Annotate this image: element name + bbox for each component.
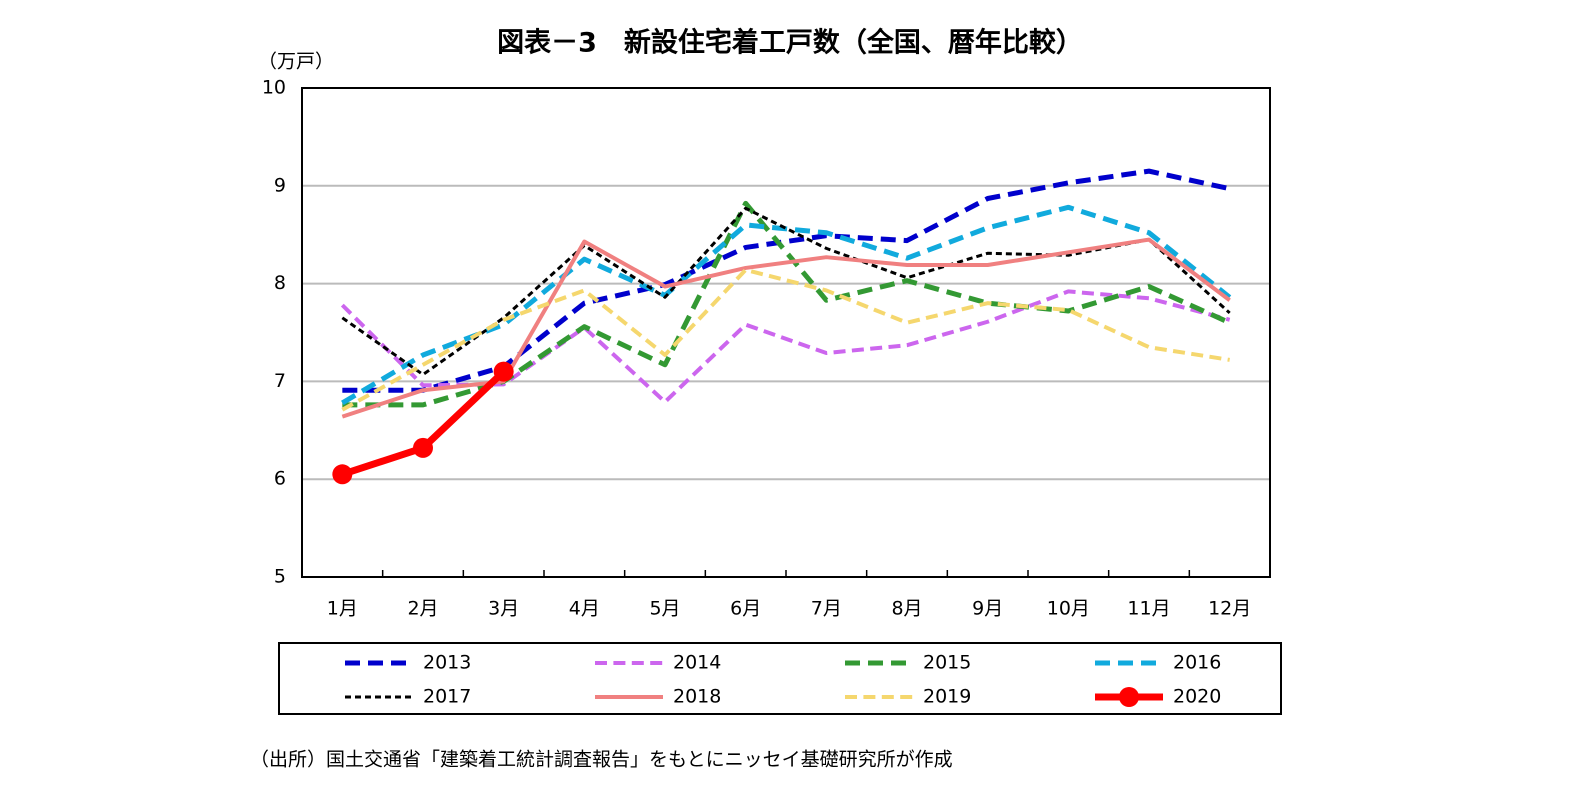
legend-label: 2020 (1173, 686, 1221, 708)
chart-title: 図表－3 新設住宅着工戸数（全国、暦年比較） (497, 27, 1083, 59)
legend-label: 2016 (1173, 652, 1221, 674)
y-unit: （万戸） (258, 51, 334, 73)
x-tick-label: 2月 (407, 598, 438, 620)
legend-label: 2015 (923, 652, 971, 674)
series-line (340, 289, 1231, 404)
series-line (341, 267, 1230, 412)
series-line (341, 204, 1232, 406)
x-tick-label: 3月 (488, 598, 519, 620)
y-tick-label: 10 (262, 77, 286, 99)
y-tick-label: 8 (274, 272, 286, 294)
x-tick-label: 9月 (972, 598, 1003, 620)
y-tick-label: 7 (274, 370, 286, 392)
series-marker (493, 361, 514, 382)
y-tick-label: 5 (274, 566, 286, 588)
x-tick-label: 4月 (569, 598, 600, 620)
x-tick-label: 12月 (1208, 598, 1251, 620)
x-tick-label: 7月 (811, 598, 842, 620)
legend-marker (1119, 687, 1139, 707)
series-line (342, 168, 1231, 393)
y-tick-label: 9 (274, 174, 286, 196)
x-tick-label: 10月 (1047, 598, 1090, 620)
series-marker (413, 437, 433, 458)
legend-label: 2018 (673, 686, 721, 708)
x-tick-label: 8月 (891, 598, 922, 620)
x-tick-label: 5月 (649, 598, 680, 620)
x-tick-label: 1月 (327, 598, 358, 620)
source: （出所）国土交通省「建築着工統計調査報告」をもとにニッセイ基礎研究所が作成 (250, 749, 953, 771)
series-line (342, 200, 1231, 408)
series-marker (332, 464, 353, 485)
legend-label: 2019 (923, 686, 971, 708)
plot-frame (301, 87, 1271, 578)
x-tick-label: 11月 (1127, 598, 1170, 620)
legend-label: 2017 (423, 686, 471, 708)
legend-label: 2013 (423, 652, 471, 674)
series-line (341, 206, 1231, 377)
y-tick-label: 6 (274, 468, 286, 490)
x-tick-label: 6月 (730, 598, 761, 620)
legend-box (278, 642, 1282, 715)
legend-label: 2014 (673, 652, 721, 674)
series-line (341, 237, 1231, 419)
